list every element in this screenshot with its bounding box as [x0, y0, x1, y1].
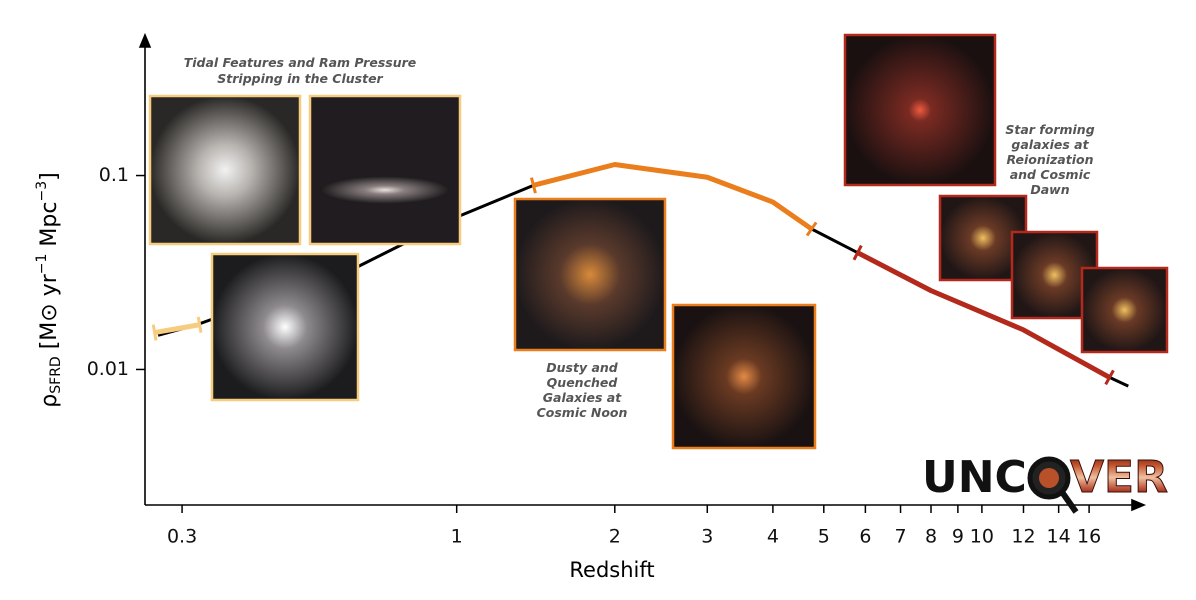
logo-handle [1059, 490, 1079, 514]
logo-text: VER [1070, 452, 1168, 503]
thumbnail [148, 94, 302, 246]
y-label-unit: [M⊙ yr [37, 273, 62, 356]
x-tick-label: 5 [818, 526, 830, 548]
x-axis-label: Redshift [569, 558, 654, 582]
x-tick-label: 7 [894, 526, 906, 548]
y-label-close: ] [37, 172, 62, 181]
annotation-line: Dusty and [546, 360, 619, 375]
x-tick-label: 3 [701, 526, 713, 548]
segment-cap [529, 177, 537, 194]
segment-cap [196, 316, 203, 333]
annotation-line: and Cosmic [1010, 167, 1091, 182]
thumbnails [148, 33, 1169, 450]
x-tick-label: 0.3 [167, 526, 197, 548]
y-label-sub: SFRD [48, 356, 64, 393]
x-tick-label: 1 [451, 526, 463, 548]
x-tick-label: 4 [767, 526, 779, 548]
line [856, 250, 1111, 380]
y-label-exp: −1 [34, 254, 50, 275]
segment-cap [1104, 369, 1115, 386]
annotation-line: galaxies at [1011, 137, 1089, 152]
annotation-line: Reionization [1007, 152, 1094, 167]
x-tick-label: 16 [1077, 526, 1101, 548]
thumbnail [308, 94, 462, 246]
thumbnail [671, 303, 817, 450]
annotation-line: Star forming [1005, 122, 1094, 137]
annotation-line: Dawn [1030, 182, 1069, 197]
annotation: Star forming galaxies at Reionization and C… [1005, 122, 1094, 197]
annotation-line: Stripping in the Cluster [217, 71, 383, 86]
annotation-line: Tidal Features and Ram Pressure [184, 55, 417, 70]
galaxy [320, 176, 450, 204]
logo-lens-inner [1039, 468, 1059, 488]
logo: UNC VER [922, 452, 1169, 514]
logo-text: UNC [922, 452, 1027, 503]
annotation: Dusty and Quenched Galaxies at Cosmic Noon [537, 360, 628, 420]
annotation-line: Quenched [547, 375, 619, 390]
x-arrow [1131, 498, 1147, 512]
x-tick-label: 2 [609, 526, 621, 548]
segment-cap [805, 221, 818, 237]
y-tick-label: 0.01 [87, 358, 129, 380]
y-label-symbol: ρ [37, 394, 62, 408]
x-tick-label: 12 [1011, 526, 1035, 548]
line [532, 162, 814, 232]
y-label-exp: −3 [34, 181, 50, 202]
x-tick-label: 6 [859, 526, 871, 548]
x-tick-label: 14 [1047, 526, 1071, 548]
x-tick-label: 9 [952, 526, 964, 548]
curves [151, 162, 1129, 388]
axes [138, 32, 1147, 512]
annotation-line: Cosmic Noon [537, 405, 628, 420]
y-tick-label: 0.1 [99, 164, 129, 186]
y-arrow [138, 32, 152, 48]
thumbnail [843, 33, 997, 187]
thumbnail [1080, 266, 1169, 354]
y-label-unit: Mpc [37, 202, 62, 254]
y-axis-label: ρSFRD [M⊙ yr−1 Mpc−3] [34, 172, 64, 407]
thumbnail [513, 197, 667, 352]
segment-cap [151, 324, 158, 341]
line [154, 322, 201, 336]
segment-cap [852, 244, 863, 261]
x-tick-label: 8 [925, 526, 937, 548]
annotation: Tidal Features and Ram Pressure Stripping… [184, 55, 417, 86]
annotation-line: Galaxies at [543, 390, 622, 405]
x-tick-label: 10 [970, 526, 994, 548]
thumbnail [210, 252, 360, 402]
